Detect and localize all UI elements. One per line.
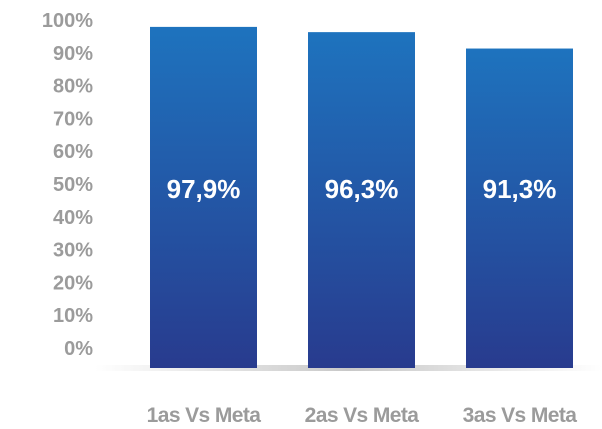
y-tick-label: 20% [53, 272, 93, 294]
x-category-label: 2as Vs Meta [305, 404, 420, 427]
bar [466, 48, 573, 368]
data-label: 91,3% [483, 174, 557, 204]
y-tick-label: 30% [53, 240, 93, 262]
y-tick-label: 0% [64, 338, 93, 360]
bar [308, 32, 415, 369]
x-axis-labels: 1as Vs Meta 2as Vs Meta 3as Vs Meta [147, 404, 578, 427]
y-tick-label: 10% [53, 305, 93, 327]
y-tick-label: 60% [53, 141, 93, 163]
y-tick-label: 70% [53, 108, 93, 130]
y-tick-label: 80% [53, 76, 93, 98]
y-tick-label: 40% [53, 207, 93, 229]
x-category-label: 1as Vs Meta [147, 404, 262, 427]
y-tick-label: 100% [42, 10, 93, 32]
bars: 97,9% 96,3% 91,3% [150, 26, 573, 369]
bar [150, 26, 257, 368]
data-label: 97,9% [167, 174, 241, 204]
x-category-label: 3as Vs Meta [463, 404, 578, 427]
data-label: 96,3% [325, 174, 399, 204]
y-axis-ticks: 0% 10% 20% 30% 40% 50% 60% 70% 80% 90% 100% [42, 10, 93, 360]
y-tick-label: 90% [53, 43, 93, 65]
y-tick-label: 50% [53, 174, 93, 196]
